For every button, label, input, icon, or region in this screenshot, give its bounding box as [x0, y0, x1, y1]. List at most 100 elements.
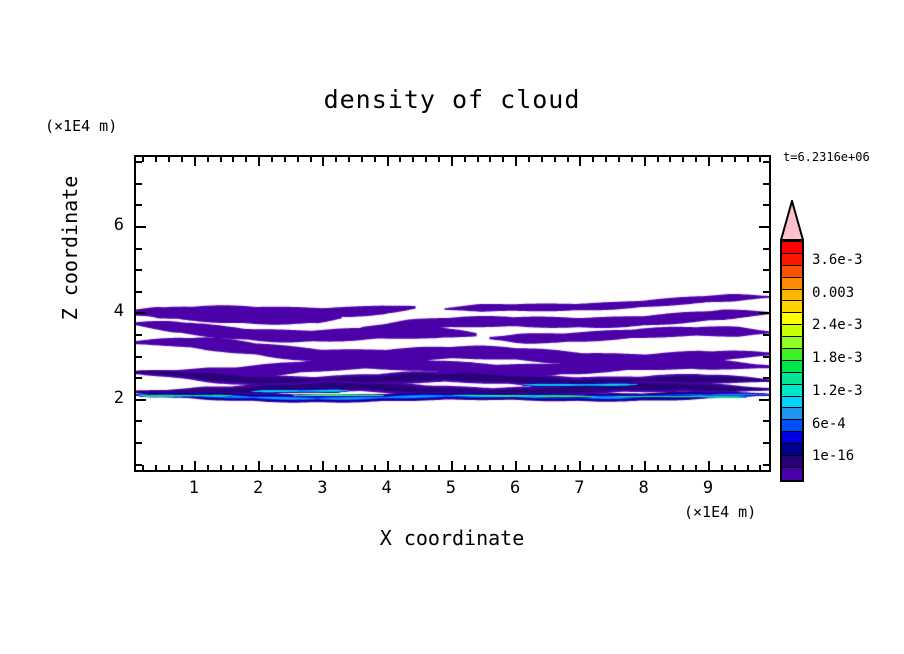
x-axis-unit-label: (×1E4 m): [684, 503, 757, 521]
x-minor-tick-top: [463, 157, 466, 162]
x-minor-tick: [335, 465, 338, 470]
x-major-tick-top: [322, 157, 325, 166]
page-title: density of cloud: [323, 85, 581, 114]
colorbar-cell: [782, 360, 802, 373]
x-minor-tick: [540, 465, 543, 470]
x-minor-tick-top: [617, 157, 620, 162]
x-minor-tick-top: [283, 157, 286, 162]
x-minor-tick-top: [360, 157, 363, 162]
y-minor-tick: [136, 463, 142, 466]
x-minor-tick-top: [155, 157, 158, 162]
colorbar-tick-label: 1.2e-3: [812, 382, 863, 399]
x-tick-label: 2: [252, 478, 264, 498]
x-minor-tick-top: [553, 157, 556, 162]
x-minor-tick-top: [373, 157, 376, 162]
plot-area: [134, 155, 771, 472]
x-minor-tick: [592, 465, 595, 470]
x-minor-tick-top: [605, 157, 608, 162]
x-minor-tick-top: [733, 157, 736, 162]
x-minor-tick-top: [309, 157, 312, 162]
x-minor-tick-top: [219, 157, 222, 162]
colorbar-cell: [782, 301, 802, 314]
x-minor-tick: [682, 465, 685, 470]
x-tick-label: 5: [445, 478, 457, 498]
x-minor-tick: [348, 465, 351, 470]
colorbar[interactable]: [780, 240, 804, 482]
contour-plot-canvas: [136, 157, 769, 470]
colorbar-cell: [782, 253, 802, 266]
x-minor-tick: [206, 465, 209, 470]
x-minor-tick: [412, 465, 415, 470]
y-axis-unit-label: (×1E4 m): [45, 117, 118, 135]
x-major-tick: [386, 461, 389, 470]
y-minor-tick-right: [763, 420, 769, 423]
colorbar-tick-label: 1.8e-3: [812, 350, 863, 367]
y-minor-tick-right: [763, 182, 769, 185]
x-minor-tick-top: [566, 157, 569, 162]
x-minor-tick: [695, 465, 698, 470]
x-minor-tick-top: [335, 157, 338, 162]
x-minor-tick: [155, 465, 158, 470]
x-minor-tick: [617, 465, 620, 470]
x-minor-tick: [566, 465, 569, 470]
y-minor-tick-right: [763, 441, 769, 444]
y-major-tick: [136, 312, 146, 315]
y-minor-tick: [136, 355, 142, 358]
colorbar-cell: [782, 265, 802, 278]
timestamp-annotation: t=6.2316e+06: [783, 150, 870, 164]
y-major-tick: [136, 226, 146, 229]
y-minor-tick: [136, 269, 142, 272]
x-minor-tick: [360, 465, 363, 470]
x-minor-tick: [232, 465, 235, 470]
x-major-tick-top: [193, 157, 196, 166]
colorbar-cell: [782, 408, 802, 421]
x-tick-label: 3: [317, 478, 328, 498]
x-minor-tick-top: [476, 157, 479, 162]
x-minor-tick-top: [746, 157, 749, 162]
x-minor-tick-top: [142, 157, 145, 162]
x-minor-tick: [438, 465, 441, 470]
x-axis-label: X coordinate: [379, 526, 525, 550]
x-minor-tick: [309, 465, 312, 470]
x-tick-label: 1: [188, 478, 199, 498]
x-minor-tick: [399, 465, 402, 470]
x-major-tick: [643, 461, 646, 470]
x-major-tick: [322, 461, 325, 470]
colorbar-cell: [782, 432, 802, 445]
x-minor-tick: [746, 465, 749, 470]
y-tick-label: 4: [113, 301, 124, 322]
x-minor-tick-top: [682, 157, 685, 162]
colorbar-cell: [782, 396, 802, 409]
y-minor-tick-right: [763, 334, 769, 336]
colorbar-cell: [782, 467, 802, 480]
x-major-tick-top: [643, 157, 646, 166]
colorbar-tick-label: 1e-16: [812, 448, 855, 465]
x-minor-tick: [425, 465, 428, 470]
colorbar-tick-label: 3.6e-3: [812, 252, 863, 269]
y-minor-tick-right: [763, 355, 769, 358]
y-minor-tick: [136, 441, 142, 444]
x-minor-tick: [502, 465, 505, 470]
x-major-tick: [579, 461, 582, 470]
x-major-tick: [707, 461, 710, 470]
x-minor-tick: [142, 465, 145, 470]
x-minor-tick-top: [206, 157, 209, 162]
colorbar-arrow-cap: [780, 200, 804, 241]
colorbar-cell: [782, 242, 802, 254]
y-minor-tick: [136, 204, 142, 207]
x-major-tick-top: [579, 157, 582, 166]
contour-layer: [136, 157, 769, 470]
x-minor-tick: [476, 465, 479, 470]
y-major-tick-right: [759, 312, 769, 315]
colorbar-tick-label: 6e-4: [812, 415, 846, 432]
x-minor-tick: [528, 465, 530, 470]
x-major-tick-top: [258, 157, 261, 166]
x-minor-tick-top: [528, 157, 530, 162]
colorbar-cell: [782, 349, 802, 361]
x-tick-label: 6: [510, 478, 521, 498]
x-minor-tick-top: [412, 157, 415, 162]
x-major-tick: [450, 461, 453, 470]
x-minor-tick-top: [540, 157, 543, 162]
x-major-tick-top: [450, 157, 453, 166]
y-minor-tick: [136, 182, 142, 185]
